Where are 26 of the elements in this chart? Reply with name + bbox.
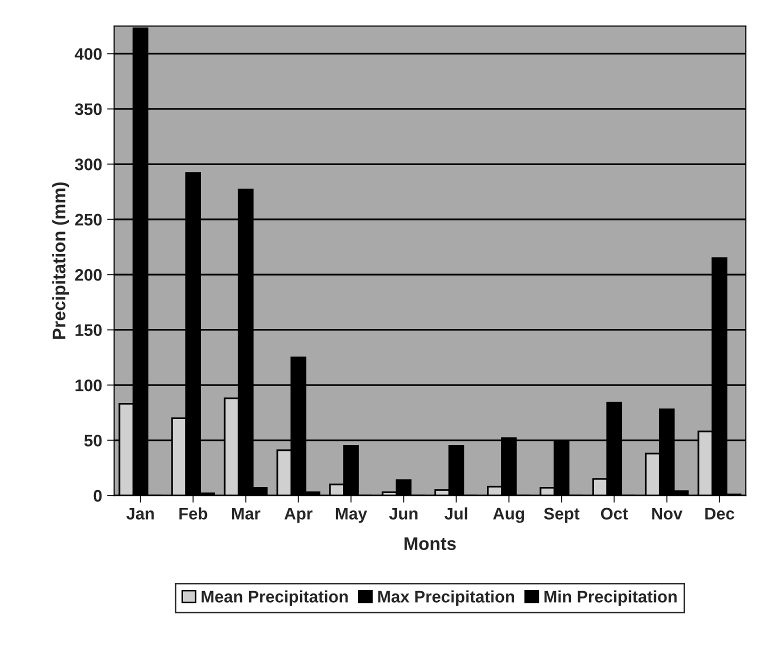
- y-tick-label: 200: [75, 269, 102, 281]
- y-tick-label: 50: [84, 434, 102, 446]
- x-tick-label: Mar: [232, 508, 260, 520]
- legend-label: Mean Precipitation: [202, 590, 348, 606]
- y-tick-label: 150: [76, 324, 102, 336]
- y-tick-label: 300: [74, 158, 102, 170]
- y-tick-label: 250: [75, 214, 102, 226]
- y-tick-label: 350: [74, 103, 102, 116]
- x-tick-label: Dec: [705, 508, 734, 520]
- x-tick-label: Feb: [179, 507, 208, 520]
- x-tick-label: Jul: [444, 507, 468, 520]
- legend-label: Max Precipitation: [378, 590, 514, 606]
- x-axis-title: Monts: [404, 537, 456, 550]
- x-tick-label: Jan: [126, 508, 154, 520]
- x-tick-label: Sept: [544, 508, 580, 523]
- x-tick-label: May: [336, 508, 368, 523]
- x-tick-label: Aug: [493, 508, 524, 523]
- y-tick-label: 100: [76, 379, 102, 392]
- x-tick-label: Jun: [389, 508, 418, 520]
- x-tick-label: Apr: [284, 508, 312, 523]
- legend-label: Min Precipitation: [544, 590, 677, 606]
- y-tick-label: 0: [94, 490, 102, 502]
- y-axis-title: Precipitation (mm): [52, 182, 69, 339]
- y-tick-label: 400: [74, 48, 102, 60]
- x-tick-label: Nov: [652, 508, 682, 520]
- x-tick-label: Oct: [600, 508, 628, 520]
